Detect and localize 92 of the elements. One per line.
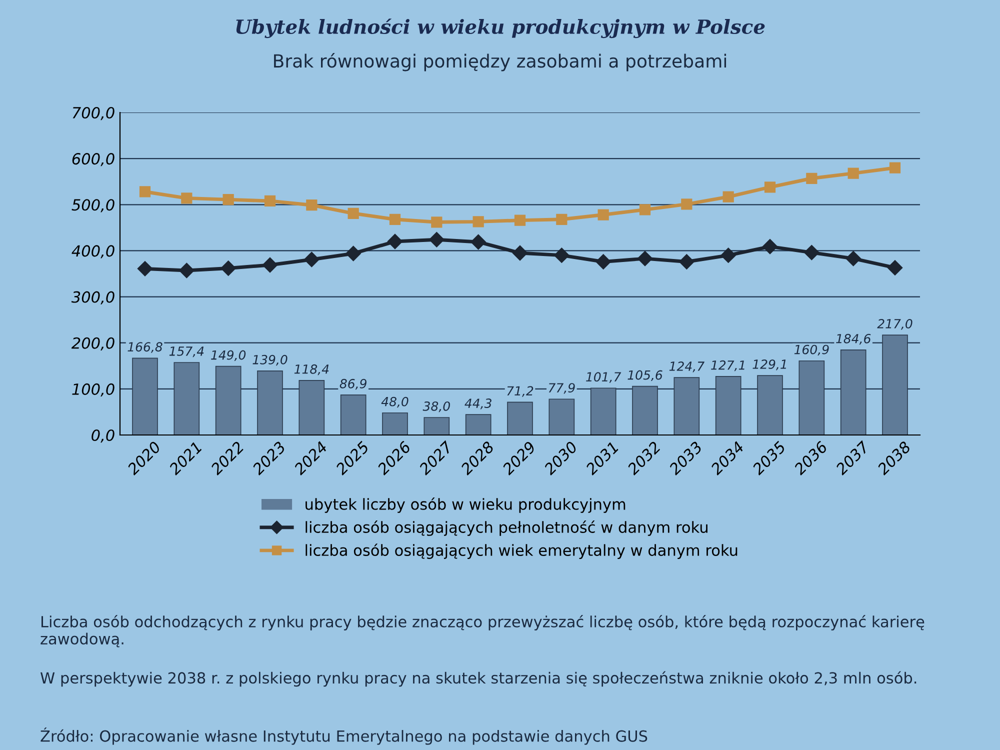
point <box>681 198 692 210</box>
point <box>222 194 234 206</box>
point <box>179 262 194 278</box>
data-label: 38,0 <box>422 401 450 412</box>
chart-title: Ubytek ludności w wieku produkcyjnym w Polsce <box>236 18 765 38</box>
bar <box>298 380 325 435</box>
data-label: 127,1 <box>711 360 744 372</box>
legend-label: liczba osób osiągających wiek emerytalny w danym roku <box>306 544 738 559</box>
y-tick-label: 200,0 <box>71 337 114 350</box>
bar <box>757 375 783 435</box>
bar <box>840 350 866 435</box>
point <box>637 250 653 266</box>
data-label: 129,1 <box>752 359 786 370</box>
data-label: 48,0 <box>381 396 408 408</box>
point <box>596 254 611 270</box>
text: Liczba osób odchodzących z rynku pracy będzie znacząco przewyższać liczbę osób, które będą rozpoczynać karierę zawodową. <box>40 615 924 648</box>
y-tick-label: 100,0 <box>72 383 114 397</box>
bar <box>715 376 742 435</box>
point <box>679 254 694 270</box>
y-tick-label: 700,0 <box>72 106 114 120</box>
data-label: 149,0 <box>211 350 246 362</box>
point <box>764 182 776 193</box>
data-label: 217,0 <box>877 318 912 330</box>
data-label: 71,2 <box>507 386 534 397</box>
point <box>387 234 403 250</box>
bar <box>215 366 242 435</box>
data-label: 160,9 <box>794 344 829 356</box>
point <box>137 261 153 276</box>
data-label: 184,6 <box>836 334 871 345</box>
point <box>512 245 528 261</box>
point <box>220 260 236 276</box>
text: W perspektywie 2038 r. z polskiego rynku pracy na skutek starzenia się społeczeństwa zniknie około 2,3 mln osób. <box>40 671 916 687</box>
point <box>139 186 151 198</box>
y-tick-label: 300,0 <box>71 291 114 304</box>
point <box>262 257 278 273</box>
data-label: 86,9 <box>340 378 366 390</box>
bar <box>632 386 658 435</box>
point <box>889 162 901 174</box>
bar <box>257 370 283 435</box>
point <box>722 191 734 202</box>
point <box>181 192 192 204</box>
legend-label: ubytek liczby osób w wieku produkcyjnym <box>306 498 626 513</box>
point <box>804 244 820 260</box>
point <box>346 246 361 262</box>
bar <box>798 360 825 435</box>
data-label: 139,0 <box>252 354 288 366</box>
point <box>887 260 903 276</box>
data-label: 157,4 <box>169 346 204 358</box>
y-tick-label: 400,0 <box>72 245 114 258</box>
chart-subtitle: Brak równowagi pomiędzy zasobami a potrzebami <box>274 53 726 72</box>
data-label: 166,8 <box>128 342 162 353</box>
bar <box>674 377 700 435</box>
point <box>389 214 401 225</box>
bar <box>174 362 200 435</box>
point <box>806 172 818 184</box>
point <box>598 209 609 220</box>
bar <box>882 334 908 435</box>
data-label: 101,7 <box>586 372 622 383</box>
point <box>348 208 359 219</box>
data-label: 124,7 <box>669 362 704 372</box>
bar <box>590 388 616 435</box>
point <box>304 252 320 268</box>
bar <box>507 402 533 435</box>
data-label: 118,4 <box>294 364 329 376</box>
point <box>846 250 861 266</box>
point <box>762 239 778 254</box>
bar <box>132 358 158 435</box>
bar <box>340 394 366 435</box>
point <box>306 200 318 211</box>
point <box>720 248 736 263</box>
data-label: 77,9 <box>548 383 575 394</box>
data-label: 44,3 <box>464 398 492 410</box>
point <box>429 232 444 248</box>
bar <box>424 417 450 435</box>
point <box>472 216 484 228</box>
bar <box>548 398 575 435</box>
bar <box>382 412 408 435</box>
y-tick-label: 500,0 <box>72 199 114 212</box>
point <box>470 234 486 250</box>
point <box>431 216 442 228</box>
point <box>514 214 526 226</box>
y-tick-label: 0,0 <box>92 429 114 443</box>
point <box>556 214 568 225</box>
point <box>554 248 570 263</box>
bar <box>465 414 492 435</box>
legend-label: liczba osób osiągających pełnoletność w danym roku <box>306 520 708 536</box>
y-tick-label: 600,0 <box>72 153 114 166</box>
point <box>264 195 276 207</box>
point <box>848 168 859 179</box>
point <box>639 204 651 216</box>
text: Źródło: Opracowanie własne Instytutu Emerytalnego na podstawie danych GUS <box>40 728 648 745</box>
data-label: 105,6 <box>628 370 662 382</box>
